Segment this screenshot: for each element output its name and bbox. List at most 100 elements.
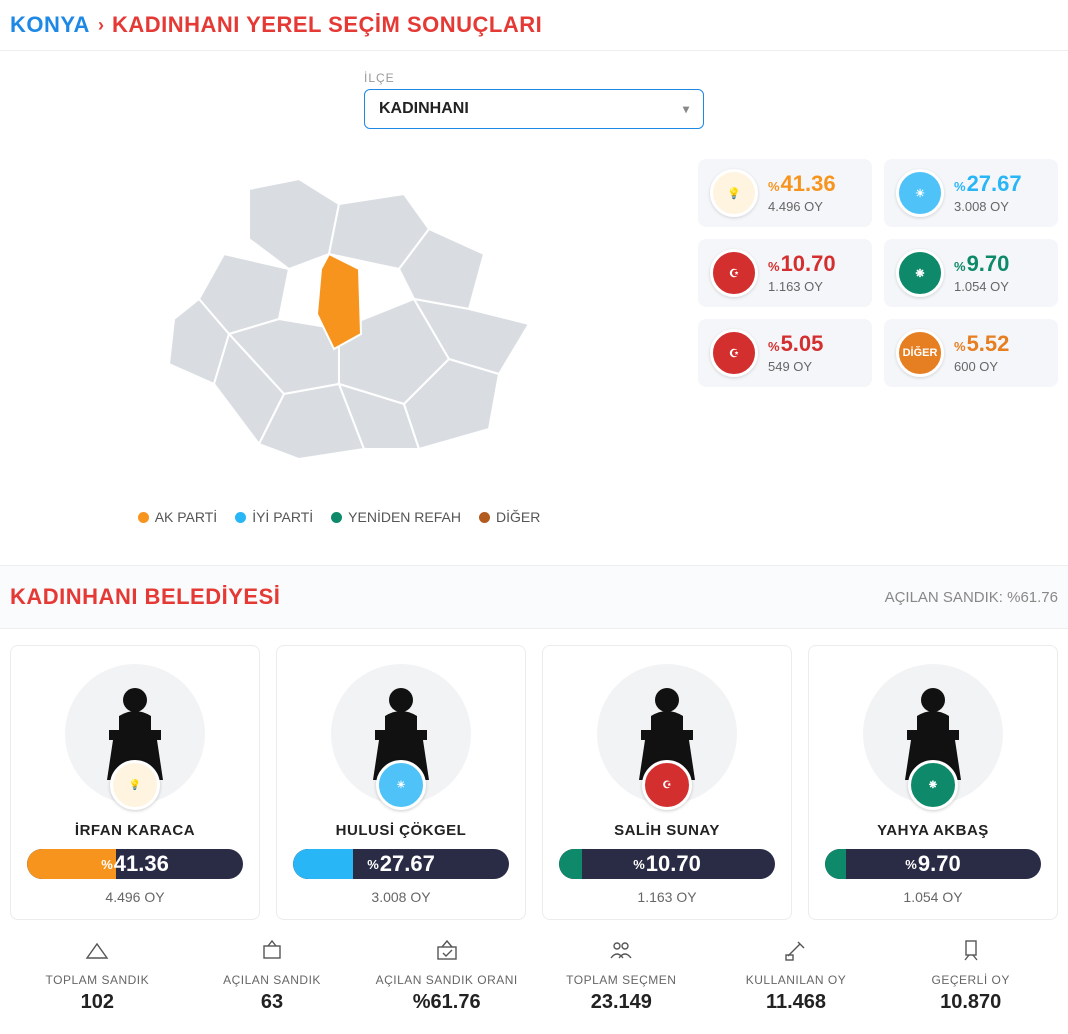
candidate-percent-bar: %9.70	[825, 849, 1041, 879]
district-select[interactable]: KADINHANI ▾	[364, 89, 704, 129]
legend-item: DİĞER	[479, 509, 540, 525]
party-logo-icon: ☪	[710, 249, 758, 297]
party-card[interactable]: 💡 %41.36 4.496 OY	[698, 159, 872, 227]
stat-value: %61.76	[359, 991, 534, 1014]
legend-item: İYİ PARTİ	[235, 509, 313, 525]
stat-value: 10.870	[883, 991, 1058, 1014]
stat-value: 102	[10, 991, 185, 1014]
party-card[interactable]: DİĞER %5.52 600 OY	[884, 319, 1058, 387]
candidate-party-badge-icon: ☪	[642, 760, 692, 810]
stat-label: GEÇERLİ OY	[883, 973, 1058, 987]
candidate-card[interactable]: ☪ SALİH SUNAY %10.70 1.163 OY	[542, 645, 792, 920]
breadcrumb-header: KONYA › KADINHANI YEREL SEÇİM SONUÇLARI	[0, 0, 1068, 51]
stat-label: AÇILAN SANDIK	[185, 973, 360, 987]
stat-item: KULLANILAN OY 11.468	[709, 938, 884, 1014]
stat-item: GEÇERLİ OY 10.870	[883, 938, 1058, 1014]
stat-item: TOPLAM SANDIK 102	[10, 938, 185, 1014]
chevron-down-icon: ▾	[683, 102, 689, 116]
stat-item: TOPLAM SEÇMEN 23.149	[534, 938, 709, 1014]
candidate-percent: %41.36	[27, 849, 243, 879]
stat-icon	[185, 938, 360, 973]
party-votes: 3.008 OY	[954, 199, 1022, 214]
municipality-header: KADINHANI BELEDİYESİ AÇILAN SANDIK: %61.…	[0, 565, 1068, 629]
party-percent: %9.70	[954, 253, 1009, 275]
candidate-percent: %10.70	[559, 849, 775, 879]
party-card[interactable]: ☪ %10.70 1.163 OY	[698, 239, 872, 307]
party-percent: %5.05	[768, 333, 823, 355]
candidate-name: SALİH SUNAY	[553, 822, 781, 839]
party-card[interactable]: ☀ %27.67 3.008 OY	[884, 159, 1058, 227]
candidate-percent-bar: %10.70	[559, 849, 775, 879]
party-logo-icon: ☪	[710, 329, 758, 377]
legend-item: AK PARTİ	[138, 509, 218, 525]
party-card[interactable]: ❋ %9.70 1.054 OY	[884, 239, 1058, 307]
candidate-avatar: ☪	[597, 664, 737, 804]
party-logo-icon: ☀	[896, 169, 944, 217]
candidate-card[interactable]: 💡 İRFAN KARACA %41.36 4.496 OY	[10, 645, 260, 920]
legend-label: YENİDEN REFAH	[348, 509, 461, 525]
candidate-percent-bar: %27.67	[293, 849, 509, 879]
page-title: KADINHANI YEREL SEÇİM SONUÇLARI	[112, 12, 542, 38]
district-filter-row: İLÇE KADINHANI ▾	[0, 51, 1068, 139]
chevron-right-icon: ›	[98, 15, 104, 36]
party-percent: %10.70	[768, 253, 836, 275]
legend-label: DİĞER	[496, 509, 540, 525]
party-percent: %27.67	[954, 173, 1022, 195]
party-logo-icon: 💡	[710, 169, 758, 217]
stat-value: 23.149	[534, 991, 709, 1014]
candidate-card[interactable]: ❋ YAHYA AKBAŞ %9.70 1.054 OY	[808, 645, 1058, 920]
candidate-percent: %9.70	[825, 849, 1041, 879]
party-votes: 549 OY	[768, 359, 823, 374]
candidate-avatar: ❋	[863, 664, 1003, 804]
stat-icon	[883, 938, 1058, 973]
stat-label: TOPLAM SANDIK	[10, 973, 185, 987]
stat-item: AÇILAN SANDIK 63	[185, 938, 360, 1014]
district-map[interactable]	[129, 159, 549, 479]
candidate-percent: %27.67	[293, 849, 509, 879]
legend-label: İYİ PARTİ	[252, 509, 313, 525]
legend-dot-icon	[331, 512, 342, 523]
stat-label: KULLANILAN OY	[709, 973, 884, 987]
legend-dot-icon	[479, 512, 490, 523]
province-link[interactable]: KONYA	[10, 12, 90, 38]
party-card[interactable]: ☪ %5.05 549 OY	[698, 319, 872, 387]
party-result-grid: 💡 %41.36 4.496 OY ☀ %27.67 3.008 OY ☪ %1…	[698, 159, 1058, 387]
candidate-party-badge-icon: ☀	[376, 760, 426, 810]
candidate-votes: 3.008 OY	[287, 889, 515, 905]
stat-value: 11.468	[709, 991, 884, 1014]
stat-label: AÇILAN SANDIK ORANI	[359, 973, 534, 987]
candidate-percent-bar: %41.36	[27, 849, 243, 879]
party-logo-icon: ❋	[896, 249, 944, 297]
candidate-name: İRFAN KARACA	[21, 822, 249, 839]
candidate-avatar: 💡	[65, 664, 205, 804]
candidate-grid: 💡 İRFAN KARACA %41.36 4.496 OY ☀ HULUSİ …	[0, 629, 1068, 920]
party-percent: %5.52	[954, 333, 1009, 355]
party-votes: 4.496 OY	[768, 199, 836, 214]
municipality-title: KADINHANI BELEDİYESİ	[10, 584, 280, 610]
candidate-party-badge-icon: ❋	[908, 760, 958, 810]
candidate-card[interactable]: ☀ HULUSİ ÇÖKGEL %27.67 3.008 OY	[276, 645, 526, 920]
party-votes: 600 OY	[954, 359, 1009, 374]
candidate-avatar: ☀	[331, 664, 471, 804]
stats-summary: TOPLAM SANDIK 102 AÇILAN SANDIK 63 AÇILA…	[0, 920, 1068, 1034]
candidate-name: YAHYA AKBAŞ	[819, 822, 1047, 839]
opened-ballot-text: AÇILAN SANDIK: %61.76	[885, 589, 1058, 606]
stat-item: AÇILAN SANDIK ORANI %61.76	[359, 938, 534, 1014]
stat-icon	[10, 938, 185, 973]
district-select-value: KADINHANI	[379, 100, 469, 118]
legend-label: AK PARTİ	[155, 509, 218, 525]
map-legend: AK PARTİ İYİ PARTİ YENİDEN REFAH DİĞER	[138, 509, 541, 525]
party-logo-icon: DİĞER	[896, 329, 944, 377]
candidate-votes: 1.054 OY	[819, 889, 1047, 905]
candidate-name: HULUSİ ÇÖKGEL	[287, 822, 515, 839]
candidate-votes: 4.496 OY	[21, 889, 249, 905]
stat-icon	[359, 938, 534, 973]
stat-icon	[534, 938, 709, 973]
candidate-party-badge-icon: 💡	[110, 760, 160, 810]
party-votes: 1.054 OY	[954, 279, 1009, 294]
legend-item: YENİDEN REFAH	[331, 509, 461, 525]
legend-dot-icon	[235, 512, 246, 523]
party-votes: 1.163 OY	[768, 279, 836, 294]
legend-dot-icon	[138, 512, 149, 523]
stat-value: 63	[185, 991, 360, 1014]
